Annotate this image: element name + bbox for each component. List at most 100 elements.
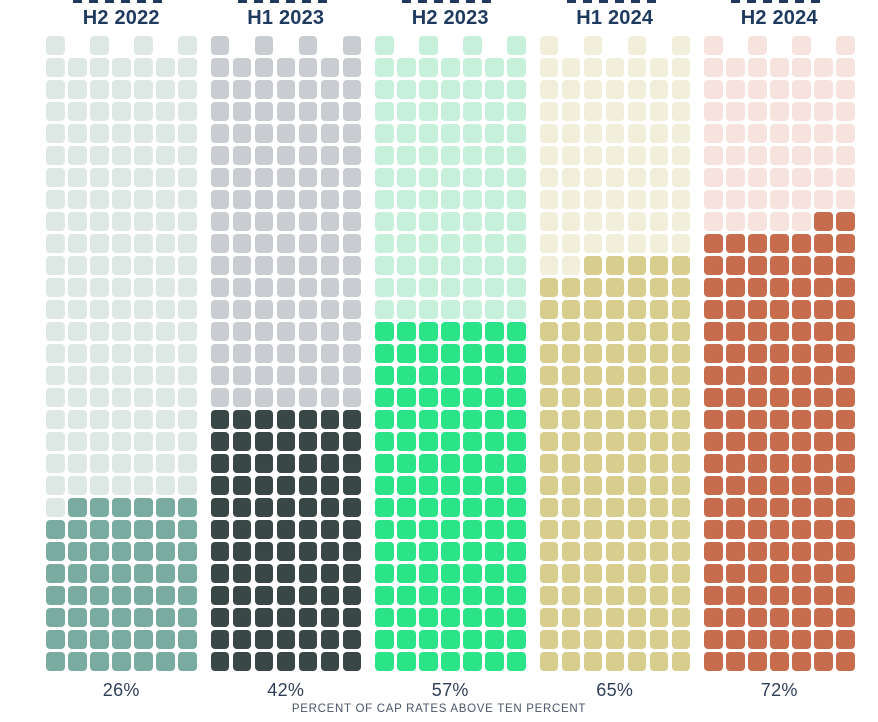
waffle-square <box>704 410 723 429</box>
waffle-square <box>232 212 251 231</box>
waffle-square <box>90 278 109 297</box>
waffle-square <box>485 630 504 649</box>
waffle-square <box>397 212 416 231</box>
waffle-square <box>112 234 131 253</box>
waffle-square <box>232 454 251 473</box>
waffle-square <box>210 256 229 275</box>
waffle-square <box>605 564 624 583</box>
waffle-square <box>649 344 668 363</box>
waffle-square <box>792 520 811 539</box>
waffle-square <box>627 146 646 165</box>
waffle-square <box>704 300 723 319</box>
waffle-square <box>375 212 394 231</box>
waffle-square <box>397 454 416 473</box>
waffle-square <box>441 630 460 649</box>
waffle-square <box>748 476 767 495</box>
waffle-square <box>375 630 394 649</box>
waffle-square <box>671 278 690 297</box>
waffle-square <box>726 256 745 275</box>
waffle-square <box>298 146 317 165</box>
waffle-square <box>46 58 65 77</box>
waffle-square <box>46 278 65 297</box>
waffle-square <box>441 212 460 231</box>
waffle-square <box>232 652 251 671</box>
waffle-square <box>276 630 295 649</box>
waffle-square <box>561 300 580 319</box>
waffle-square <box>539 212 558 231</box>
waffle-square <box>320 190 339 209</box>
waffle-square <box>419 278 438 297</box>
waffle-square <box>298 212 317 231</box>
waffle-square <box>726 586 745 605</box>
waffle-square <box>397 124 416 143</box>
waffle-square <box>507 80 526 99</box>
waffle-square <box>210 124 229 143</box>
waffle-square <box>298 278 317 297</box>
waffle-square <box>46 102 65 121</box>
waffle-square <box>397 388 416 407</box>
chart-columns: H2 2022 26% H1 2023 42% H2 2023 57% H1 2024 65%… <box>46 0 855 700</box>
waffle-square <box>90 344 109 363</box>
waffle-square <box>46 366 65 385</box>
top-edge-dashes-decoration <box>566 0 663 3</box>
waffle-square <box>539 586 558 605</box>
waffle-square <box>704 168 723 187</box>
waffle-square <box>671 80 690 99</box>
waffle-square <box>112 498 131 517</box>
waffle-square <box>320 58 339 77</box>
waffle-square <box>342 58 361 77</box>
waffle-square <box>770 388 789 407</box>
waffle-square <box>320 586 339 605</box>
waffle-square <box>792 146 811 165</box>
waffle-square <box>748 300 767 319</box>
waffle-square <box>561 608 580 627</box>
column-header: H2 2022 <box>82 7 160 29</box>
waffle-square <box>671 36 690 55</box>
waffle-square <box>342 234 361 253</box>
column-header: H1 2024 <box>576 7 654 29</box>
waffle-square <box>561 344 580 363</box>
waffle-square <box>627 454 646 473</box>
waffle-square <box>419 432 438 451</box>
waffle-square <box>583 586 602 605</box>
waffle-square <box>320 80 339 99</box>
waffle-square <box>397 366 416 385</box>
waffle-square <box>178 190 197 209</box>
waffle-square <box>46 344 65 363</box>
waffle-square <box>507 432 526 451</box>
waffle-square <box>210 212 229 231</box>
waffle-square <box>134 388 153 407</box>
waffle-square <box>561 256 580 275</box>
waffle-square <box>605 476 624 495</box>
waffle-square <box>485 322 504 341</box>
waffle-square <box>178 366 197 385</box>
waffle-square <box>814 652 833 671</box>
waffle-square <box>792 102 811 121</box>
waffle-square <box>112 410 131 429</box>
waffle-square <box>561 212 580 231</box>
waffle-square <box>671 212 690 231</box>
waffle-square <box>156 168 175 187</box>
waffle-square <box>112 652 131 671</box>
waffle-square <box>539 454 558 473</box>
waffle-square <box>463 168 482 187</box>
waffle-square <box>792 80 811 99</box>
waffle-square <box>605 454 624 473</box>
waffle-square <box>583 608 602 627</box>
waffle-square <box>298 58 317 77</box>
waffle-square <box>90 520 109 539</box>
waffle-square <box>485 476 504 495</box>
waffle-square <box>90 300 109 319</box>
waffle-square <box>507 278 526 297</box>
waffle-square <box>627 520 646 539</box>
waffle-square <box>90 564 109 583</box>
waffle-square <box>507 36 526 55</box>
waffle-square <box>276 652 295 671</box>
waffle-square <box>704 564 723 583</box>
waffle-square <box>210 410 229 429</box>
waffle-square <box>320 234 339 253</box>
waffle-square <box>814 146 833 165</box>
waffle-square <box>748 80 767 99</box>
waffle-square <box>726 630 745 649</box>
waffle-square <box>156 146 175 165</box>
